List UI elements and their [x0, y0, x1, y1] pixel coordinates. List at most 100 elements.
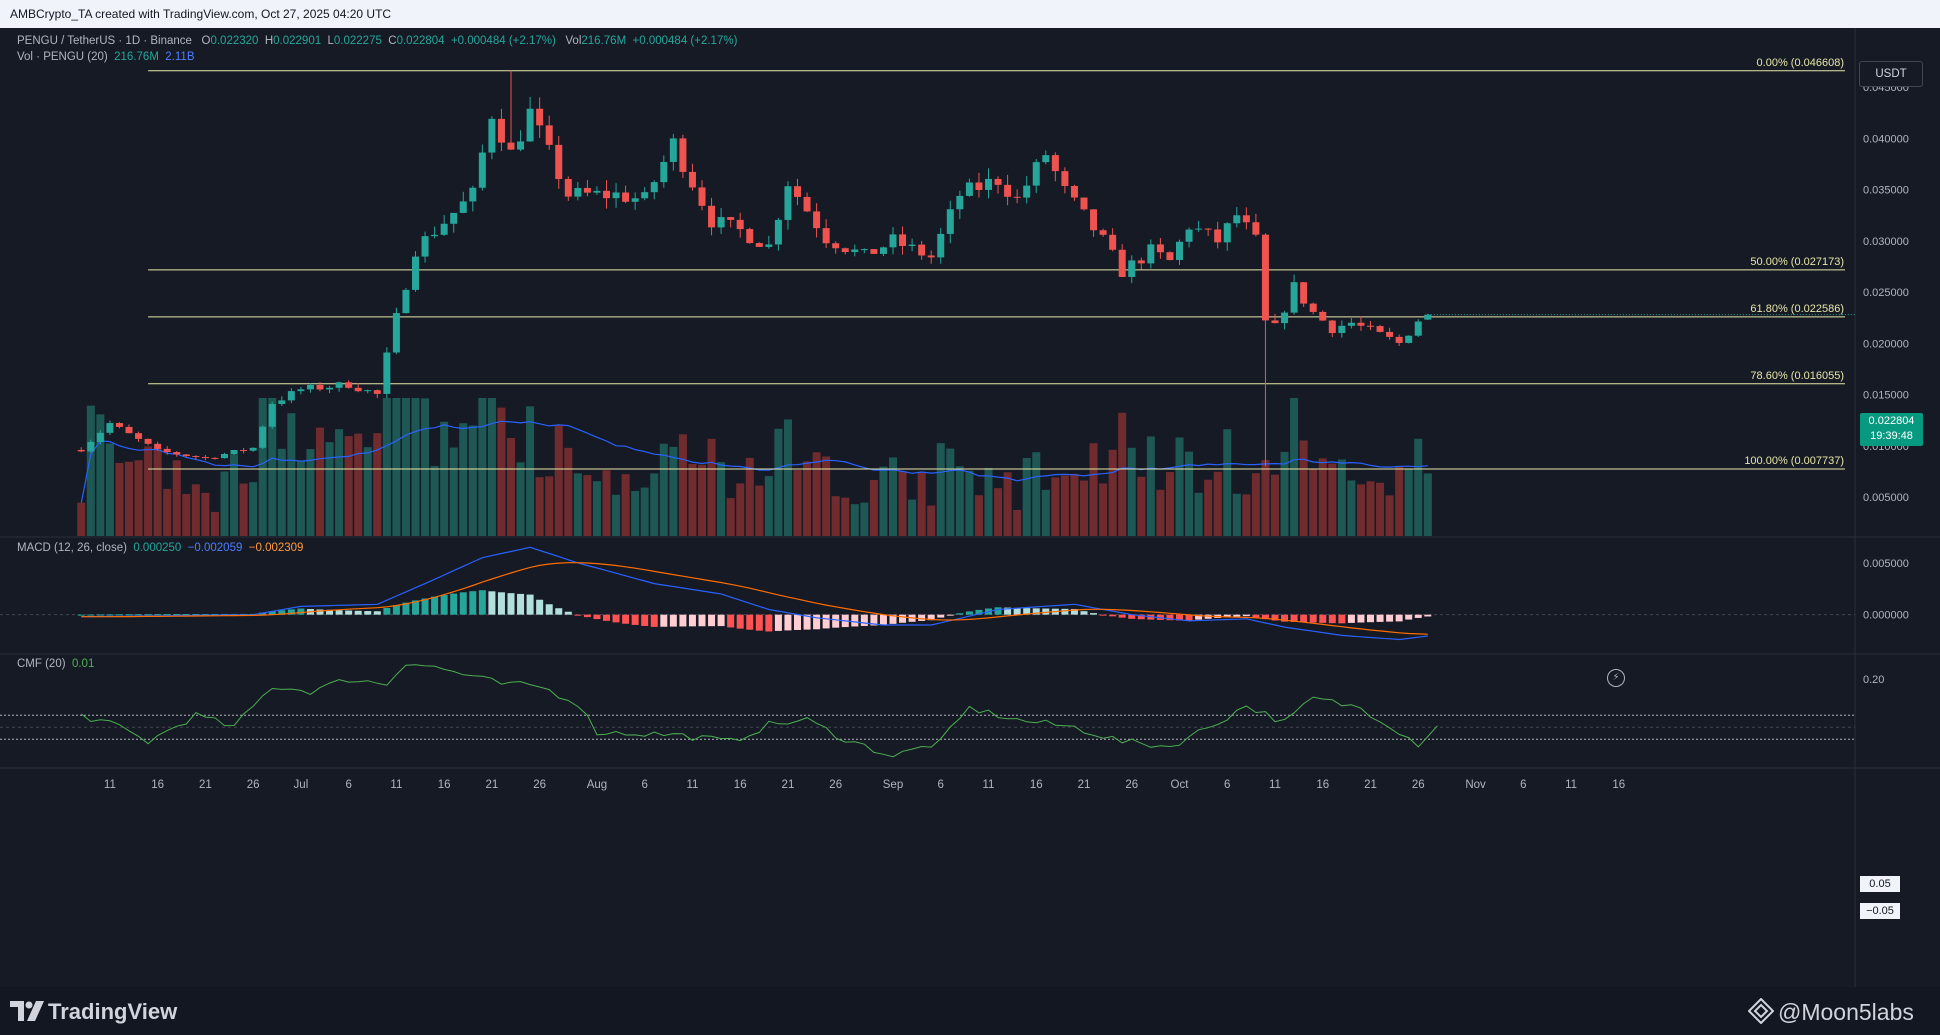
volume-bar — [115, 462, 124, 536]
macd-histogram-bar — [564, 611, 572, 615]
macd-histogram-bar — [421, 598, 429, 615]
cmf-label[interactable]: CMF (20) — [17, 658, 66, 670]
vol-pane-label[interactable]: Vol · PENGU (20) — [17, 51, 108, 63]
macd-histogram-bar — [879, 614, 887, 626]
macd-signal-value: −0.002309 — [248, 542, 304, 554]
volume-bar — [125, 461, 133, 536]
time-tick-label: 21 — [1078, 779, 1091, 791]
candle-body — [822, 228, 830, 244]
candle-body — [1367, 325, 1374, 327]
candle-body — [899, 234, 907, 246]
volume-bar — [554, 425, 563, 536]
volume-bar — [96, 414, 105, 536]
candle-body — [994, 178, 1002, 185]
candle-body — [135, 433, 143, 439]
macd-histogram-bar — [860, 614, 868, 626]
volume-bar — [230, 454, 239, 536]
macd-histogram-bar — [1023, 608, 1031, 615]
candle-body — [870, 249, 878, 254]
candle-body — [774, 219, 782, 245]
cmf-tick-label: 0.20 — [1863, 674, 1884, 686]
macd-histogram-bar — [1424, 614, 1432, 617]
macd-histogram-bar — [1242, 614, 1250, 617]
tradingview-brand[interactable]: TradingView — [48, 999, 178, 1024]
volume-bar — [1003, 472, 1012, 536]
macd-histogram-bar — [1070, 608, 1078, 615]
volume-bar — [659, 443, 668, 536]
candle-body — [1223, 223, 1231, 243]
macd-histogram-bar — [1386, 614, 1394, 622]
candle-body — [287, 391, 295, 401]
time-tick-label: 16 — [1316, 779, 1329, 791]
candle-body — [679, 138, 687, 172]
macd-histogram-bar — [173, 614, 181, 616]
volume-bar — [1290, 398, 1299, 536]
close-value: 0.022804 — [396, 35, 445, 47]
macd-histogram-bar — [1233, 614, 1241, 617]
fib-level-label: 61.80% (0.022586) — [1750, 303, 1844, 315]
macd-histogram-bar — [1395, 614, 1403, 622]
candle-body — [755, 243, 763, 247]
volume-bar — [573, 473, 582, 536]
candle-body — [77, 449, 85, 452]
macd-histogram-bar — [1223, 614, 1231, 618]
chart-frame[interactable]: 0.005000 0.010000 0.015000 0.020000 0.025000… — [0, 28, 1940, 987]
volume-bar — [1204, 479, 1213, 536]
macd-histogram-bar — [784, 614, 792, 631]
candle-body — [641, 192, 649, 199]
candle-body — [1424, 314, 1432, 320]
candle-body — [1204, 228, 1212, 230]
candle-body — [392, 313, 400, 353]
candle-body — [860, 249, 868, 251]
candle-body — [326, 387, 334, 390]
candle-body — [765, 244, 773, 247]
volume-bar — [994, 488, 1003, 536]
symbol-title[interactable]: PENGU / TetherUS · 1D · Binance — [17, 35, 192, 47]
volume-bar — [239, 483, 248, 536]
macd-histogram-bar — [650, 614, 658, 627]
candle-body — [1214, 229, 1222, 243]
volume-bar — [421, 398, 430, 536]
macd-histogram-bar — [899, 614, 907, 623]
macd-histogram-bar — [660, 614, 668, 627]
macd-histogram-bar — [488, 591, 496, 615]
candle-body — [249, 447, 257, 451]
candle-body — [908, 244, 916, 246]
volume-bar — [764, 476, 773, 536]
macd-histogram-bar — [1109, 614, 1117, 617]
candle-body — [965, 182, 973, 196]
macd-histogram-bar — [77, 614, 85, 616]
time-tick-label: Nov — [1465, 779, 1486, 791]
candle-body — [316, 384, 324, 390]
currency-button[interactable]: USDT — [1859, 61, 1923, 87]
volume-bar — [889, 457, 897, 536]
macd-histogram-bar — [316, 609, 324, 615]
volume-bar — [153, 447, 162, 536]
volume-bar — [803, 461, 812, 536]
flash-icon[interactable]: ⚡ — [1607, 669, 1625, 687]
chart-canvas[interactable]: 0.0050000.0100000.0150000.0200000.025000… — [0, 28, 1940, 987]
price-tick-label: 0.020000 — [1863, 338, 1909, 350]
candle-body — [201, 457, 209, 459]
candle-body — [688, 171, 696, 188]
macd-histogram-bar — [392, 605, 400, 615]
change-value: +0.000484 (+2.17%) — [450, 35, 556, 47]
volume-bar — [1185, 451, 1194, 536]
macd-label[interactable]: MACD (12, 26, close) — [17, 542, 127, 554]
macd-histogram-bar — [1271, 614, 1279, 621]
volume-bar — [144, 446, 153, 536]
time-tick-label: 26 — [1125, 779, 1138, 791]
macd-histogram-bar — [688, 614, 696, 627]
time-tick-label: 11 — [983, 779, 995, 791]
candle-body — [402, 289, 410, 314]
candle-body — [440, 223, 448, 235]
candle-body — [1233, 215, 1241, 224]
macd-histogram-bar — [1357, 614, 1365, 623]
macd-histogram-bar — [144, 614, 152, 616]
volume-bar — [898, 471, 907, 536]
candle-body — [1357, 322, 1365, 326]
fib-level-label: 78.60% (0.016055) — [1750, 370, 1844, 382]
candle-body — [1261, 234, 1269, 321]
macd-histogram-bar — [526, 594, 534, 615]
macd-histogram-bar — [1319, 614, 1327, 623]
